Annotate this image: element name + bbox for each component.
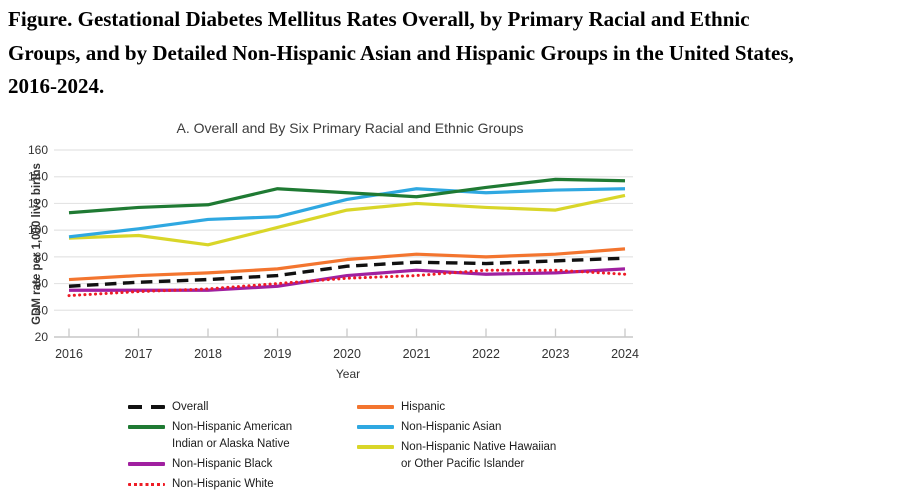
legend-item-hispanic: Hispanic bbox=[357, 399, 556, 416]
legend-item-non-hispanic-asian: Non-Hispanic Asian bbox=[357, 419, 556, 436]
legend-item-non-hispanic-american-indian-or-alaska-native: Non-Hispanic American Indian or Alaska Na… bbox=[128, 419, 292, 453]
y-tick-label: 140 bbox=[28, 170, 48, 184]
x-tick-label: 2018 bbox=[194, 347, 222, 361]
legend-swatch-solid bbox=[128, 425, 165, 429]
figure-title-line-1: Figure. Gestational Diabetes Mellitus Ra… bbox=[8, 7, 750, 31]
legend-swatch-solid bbox=[357, 405, 394, 409]
legend-label: Non-Hispanic American Indian or Alaska Na… bbox=[172, 421, 293, 450]
legend-swatch-solid bbox=[128, 462, 165, 466]
y-tick-label: 160 bbox=[28, 143, 48, 157]
series-line-non-hispanic-black bbox=[69, 267, 626, 292]
legend-item-non-hispanic-native-hawaiian-or-other-pacific-islander: Non-Hispanic Native Hawaiian or Other Pac… bbox=[357, 439, 556, 473]
legend-label: Overall bbox=[172, 401, 209, 413]
y-tick-label: 100 bbox=[28, 223, 48, 237]
gdm-line-chart: A. Overall and By Six Primary Racial and… bbox=[28, 120, 639, 381]
legend-label: Non-Hispanic Black bbox=[172, 458, 273, 470]
chart-legend-right-column: Hispanic Non-Hispanic Asian Non-Hispanic N… bbox=[357, 399, 556, 473]
y-tick-label: 20 bbox=[35, 330, 49, 344]
legend-item-overall: Overall bbox=[128, 399, 292, 416]
legend-item-non-hispanic-black: Non-Hispanic Black bbox=[128, 456, 292, 473]
x-tick-label: 2020 bbox=[333, 347, 361, 361]
x-tick-label: 2016 bbox=[55, 347, 83, 361]
legend-swatch-dotted bbox=[128, 483, 165, 486]
series-line-non-hispanic-asian bbox=[68, 187, 626, 239]
series-line-overall bbox=[68, 256, 626, 288]
legend-swatch-solid bbox=[357, 425, 394, 429]
chart-panel-title: A. Overall and By Six Primary Racial and… bbox=[176, 120, 523, 136]
series-line-non-hispanic-american-indian-or-alaska-native bbox=[68, 177, 626, 215]
y-tick-label: 120 bbox=[28, 196, 48, 210]
legend-label: Non-Hispanic White bbox=[172, 478, 274, 490]
y-axis-title: GDM rate per 1,000 live births bbox=[31, 163, 43, 325]
legend-label: Non-Hispanic Asian bbox=[401, 421, 502, 433]
x-tick-label: 2022 bbox=[472, 347, 500, 361]
series-line-hispanic bbox=[68, 247, 626, 282]
x-tick-label: 2023 bbox=[542, 347, 570, 361]
figure-title: Figure. Gestational Diabetes Mellitus Ra… bbox=[8, 3, 910, 104]
legend-label: Hispanic bbox=[401, 401, 446, 413]
y-tick-label: 40 bbox=[35, 303, 49, 317]
x-tick-label: 2021 bbox=[403, 347, 431, 361]
x-tick-label: 2017 bbox=[125, 347, 153, 361]
figure-title-line-3: 2016-2024. bbox=[8, 74, 105, 98]
y-tick-label: 80 bbox=[35, 250, 49, 264]
x-tick-label: 2019 bbox=[264, 347, 292, 361]
x-axis-title: Year bbox=[336, 367, 360, 381]
legend-swatch-solid bbox=[357, 445, 394, 449]
y-tick-label: 60 bbox=[35, 277, 49, 291]
legend-item-non-hispanic-white: Non-Hispanic White bbox=[128, 476, 292, 493]
legend-swatch-dashed bbox=[128, 405, 165, 409]
legend-label: Non-Hispanic Native Hawaiian or Other Pac… bbox=[401, 441, 557, 470]
figure-title-line-2: Groups, and by Detailed Non-Hispanic Asi… bbox=[8, 40, 794, 65]
series-line-non-hispanic-native-hawaiian-or-other-pacific-islander bbox=[68, 193, 626, 247]
x-tick-label: 2024 bbox=[611, 347, 639, 361]
chart-legend-left-column: Overall Non-Hispanic American Indian or Al… bbox=[128, 399, 292, 493]
